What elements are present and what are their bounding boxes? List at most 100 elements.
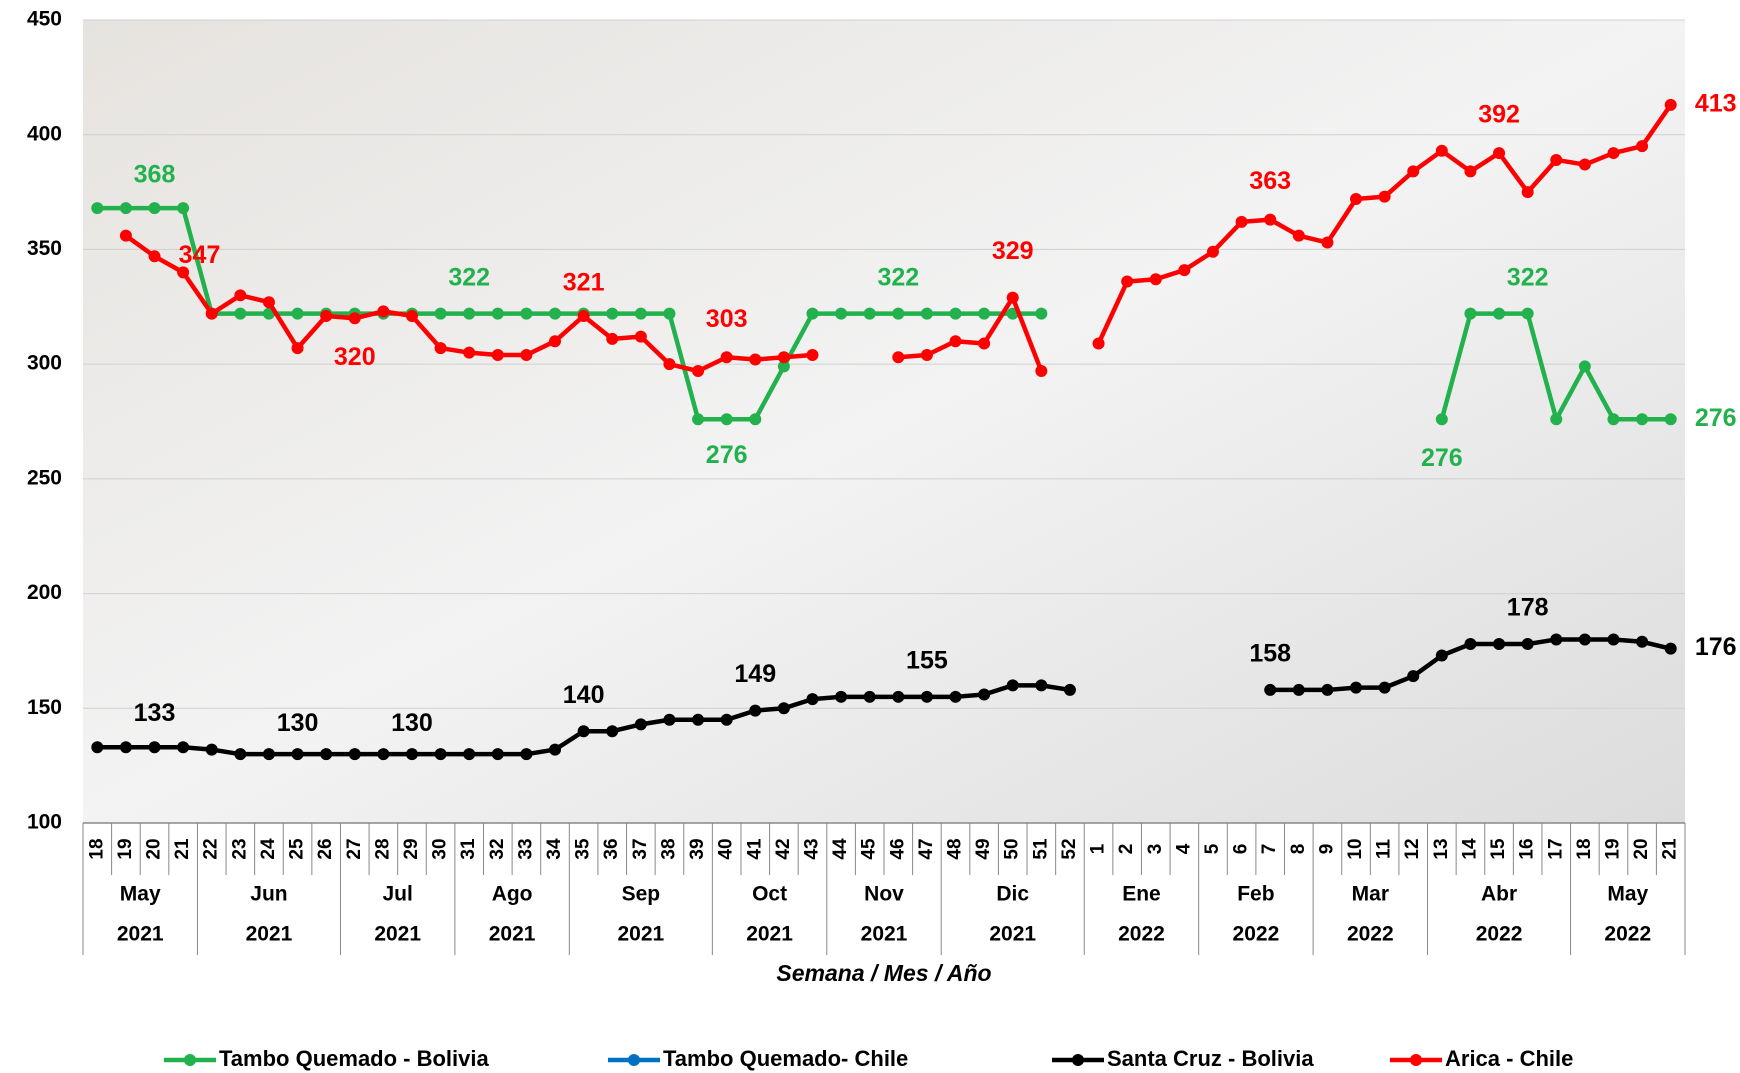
x-tick-label: 48 [945,838,966,859]
data-point [1664,413,1677,426]
data-point [1321,236,1334,249]
data-point [634,718,647,731]
data-point [634,330,647,343]
x-tick-label: 46 [887,838,908,859]
data-point [1206,245,1219,258]
data-label: 276 [1421,444,1463,472]
data-label: 363 [1249,167,1291,195]
x-tick-label: 35 [573,838,594,860]
data-point [291,307,304,320]
x-tick-label: 11 [1374,839,1395,860]
data-point [1292,229,1305,242]
data-label: 321 [563,269,605,297]
data-point [1006,679,1019,692]
data-point [205,743,218,756]
data-point [663,358,676,371]
data-point [777,702,790,715]
month-label: Jun [250,883,287,906]
x-tick-label: 2 [1116,844,1137,855]
x-tick-label: 45 [859,838,880,860]
data-point [1521,638,1534,651]
data-point [1464,638,1477,651]
year-label: 2021 [617,923,664,946]
data-point [91,741,104,754]
data-point [148,202,161,215]
x-axis-title: Semana / Mes / Año [776,960,991,986]
data-label: 347 [179,241,221,269]
data-point [692,713,705,726]
data-point [777,351,790,364]
x-tick-label: 12 [1402,838,1423,859]
x-tick-label: 44 [830,838,851,860]
x-tick-label: 33 [515,838,536,859]
x-tick-label: 18 [86,838,107,859]
x-tick-label: 20 [144,838,165,859]
data-point [1435,144,1448,157]
data-point [234,748,247,761]
data-label: 303 [706,305,748,333]
x-tick-label: 52 [1059,838,1080,859]
data-point [835,307,848,320]
data-point [1378,681,1391,694]
data-point [892,307,905,320]
data-point [434,307,447,320]
year-label: 2022 [1118,923,1165,946]
data-point [978,337,991,350]
data-point [320,748,333,761]
x-tick-label: 7 [1259,844,1280,855]
data-point [606,725,619,738]
data-point [1550,633,1563,646]
data-label: 149 [734,660,776,688]
data-point [863,690,876,703]
data-point [119,202,132,215]
x-tick-label: 50 [1002,838,1023,859]
data-point [663,713,676,726]
x-tick-label: 25 [287,838,308,860]
data-point [1407,670,1420,683]
x-tick-label: 27 [344,838,365,859]
data-point [405,309,418,322]
data-point [348,748,361,761]
legend-label: Santa Cruz - Bolivia [1107,1046,1314,1071]
data-point [806,307,819,320]
data-point [1178,264,1191,277]
data-point [262,296,275,309]
data-point [1035,307,1048,320]
x-tick-label: 8 [1288,844,1309,855]
year-label: 2021 [489,923,536,946]
year-label: 2021 [117,923,164,946]
x-tick-label: 49 [973,838,994,859]
data-point [1521,307,1534,320]
year-label: 2022 [1476,923,1523,946]
data-point [405,748,418,761]
data-point [1664,98,1677,111]
x-tick-label: 14 [1459,838,1480,860]
month-label: May [1607,883,1648,906]
data-label: 320 [334,343,376,371]
year-label: 2021 [989,923,1036,946]
year-label: 2021 [374,923,421,946]
data-point [320,309,333,322]
data-point [1292,683,1305,696]
y-tick-label: 200 [27,581,62,604]
data-point [1063,683,1076,696]
data-label: 178 [1507,594,1549,622]
data-point [1664,642,1677,655]
month-label: Nov [864,883,904,906]
x-tick-label: 26 [315,838,336,859]
data-point [434,748,447,761]
data-point [1578,158,1591,171]
x-tick-label: 1 [1088,843,1109,854]
data-point [892,351,905,364]
plot-area [83,20,1685,823]
data-point [1407,165,1420,178]
data-point [1149,273,1162,286]
year-label: 2021 [861,923,908,946]
data-point [148,250,161,263]
x-tick-label: 4 [1173,843,1194,854]
data-label: 322 [448,263,490,291]
y-tick-label: 450 [27,8,62,31]
x-tick-label: 42 [773,838,794,859]
